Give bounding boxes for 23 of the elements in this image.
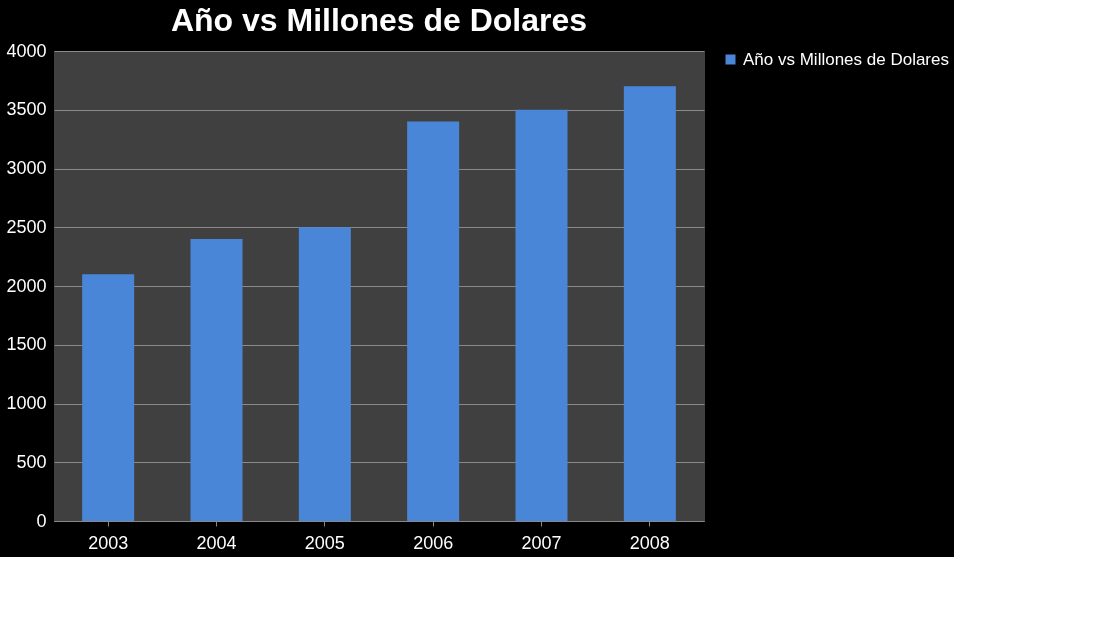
y-tick-label: 4000 bbox=[6, 40, 47, 61]
y-tick-label: 0 bbox=[36, 510, 47, 531]
x-tick-label: 2007 bbox=[521, 532, 562, 553]
y-tick-label: 3500 bbox=[6, 99, 47, 120]
legend-label: Año vs Millones de Dolares bbox=[743, 49, 949, 69]
x-tick-label: 2004 bbox=[196, 532, 237, 553]
bar bbox=[407, 121, 460, 521]
bar bbox=[82, 274, 135, 521]
chart-title: Año vs Millones de Dolares bbox=[170, 2, 588, 38]
bar bbox=[298, 227, 351, 521]
y-tick-label: 2000 bbox=[6, 275, 47, 296]
x-tick-label: 2003 bbox=[88, 532, 129, 553]
y-tick-label: 500 bbox=[16, 451, 47, 472]
y-tick-label: 3000 bbox=[6, 158, 47, 178]
bar bbox=[515, 109, 568, 521]
x-tick-label: 2005 bbox=[304, 532, 345, 553]
y-tick-label: 1500 bbox=[6, 334, 47, 355]
bar bbox=[623, 86, 676, 521]
x-tick-label: 2006 bbox=[413, 532, 454, 553]
y-tick-label: 2500 bbox=[6, 216, 47, 237]
bar bbox=[190, 239, 243, 521]
x-tick-label: 2008 bbox=[629, 532, 670, 553]
y-tick-label: 1000 bbox=[6, 393, 47, 413]
